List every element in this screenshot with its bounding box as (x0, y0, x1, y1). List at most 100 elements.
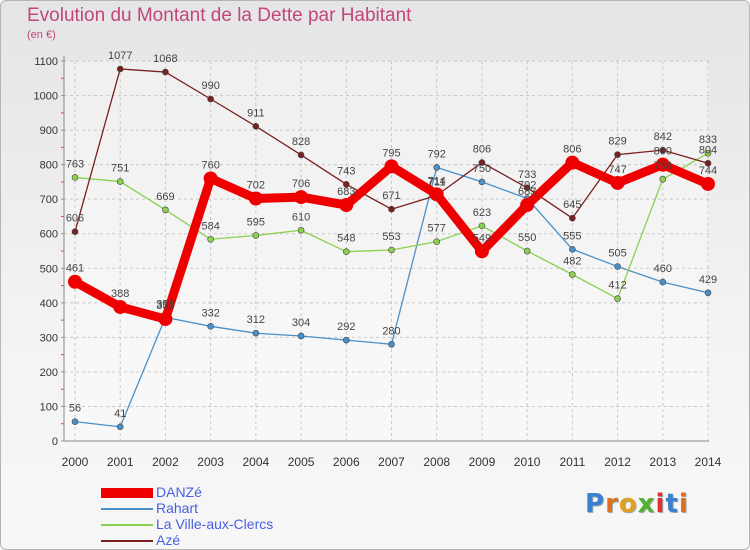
data-label: 671 (382, 190, 400, 202)
data-point (116, 423, 124, 431)
x-tick-label: 2002 (152, 455, 179, 469)
logo-letter: x (637, 489, 656, 519)
data-point (342, 336, 350, 344)
data-point (614, 295, 621, 302)
data-point (569, 271, 576, 278)
data-point (71, 418, 79, 425)
x-tick-label: 2009 (469, 455, 496, 469)
data-label: 584 (201, 220, 219, 232)
data-point (614, 151, 621, 158)
x-tick-label: 2006 (333, 455, 360, 469)
data-point (429, 187, 444, 202)
data-label: 743 (337, 165, 355, 177)
data-label: 792 (428, 148, 446, 160)
data-label: 833 (699, 134, 717, 146)
x-tick-label: 2011 (559, 455, 585, 469)
data-label: 388 (111, 288, 129, 300)
data-label: 482 (563, 255, 581, 267)
x-tick-label: 2005 (288, 455, 315, 469)
data-point (116, 65, 124, 73)
x-tick-label: 2010 (514, 455, 541, 469)
y-tick-label: 800 (40, 160, 58, 172)
x-tick-label: 2000 (62, 455, 89, 469)
data-point (388, 246, 395, 254)
data-label: 714 (428, 175, 446, 187)
data-point (384, 159, 399, 174)
data-label: 683 (337, 186, 355, 198)
data-point (388, 340, 395, 348)
y-tick-label: 100 (40, 401, 58, 413)
data-label: 800 (654, 146, 672, 158)
data-label: 461 (66, 263, 84, 275)
data-point (520, 198, 535, 213)
data-label: 595 (247, 216, 265, 228)
data-label: 56 (69, 403, 81, 415)
data-point (474, 244, 489, 259)
legend-item-aze: Azé (101, 532, 361, 549)
legend-label: Rahart (156, 500, 199, 516)
data-point (478, 178, 486, 186)
data-point (659, 146, 667, 154)
data-point (704, 149, 712, 157)
data-point (207, 323, 214, 330)
data-point (342, 248, 350, 255)
data-point (565, 155, 580, 170)
data-point (207, 95, 214, 103)
data-point (523, 247, 531, 255)
data-label: 804 (699, 144, 717, 156)
data-point (113, 299, 128, 314)
data-point (388, 205, 395, 213)
data-label: 706 (292, 178, 310, 190)
data-point (207, 235, 214, 243)
data-point (614, 263, 621, 270)
data-point (701, 176, 715, 191)
data-label: 292 (337, 321, 355, 333)
unit-label: (en €) (27, 29, 56, 41)
data-label: 332 (201, 307, 219, 319)
data-label: 304 (292, 317, 310, 329)
plot-area (64, 61, 709, 441)
data-label: 842 (654, 131, 672, 143)
logo-letter: o (618, 489, 638, 519)
data-label: 829 (608, 136, 626, 148)
data-label: 606 (66, 213, 84, 225)
data-label: 645 (563, 199, 581, 211)
data-point (659, 278, 667, 286)
data-label: 750 (473, 163, 491, 175)
data-point (569, 214, 576, 222)
data-label: 669 (156, 191, 174, 203)
data-point (68, 274, 82, 289)
data-label: 828 (292, 136, 310, 148)
data-point (433, 164, 441, 171)
data-point (339, 198, 354, 213)
data-point (297, 226, 305, 234)
data-label: 549 (473, 232, 491, 244)
data-point (252, 232, 260, 239)
data-point (659, 175, 667, 183)
data-point (116, 178, 124, 185)
legend-item-rahart: Rahart (101, 500, 361, 517)
data-label: 1068 (153, 53, 177, 65)
data-point (655, 157, 670, 172)
legend-item-la-ville-aux-clercs: La Ville-aux-Clercs (101, 516, 361, 533)
data-label: 911 (247, 107, 265, 119)
data-point (71, 228, 79, 235)
data-label: 353 (156, 300, 174, 312)
logo-letter: i (655, 489, 666, 519)
legend-item-danze: DANZé (101, 484, 361, 501)
legend-label: La Ville-aux-Clercs (156, 516, 274, 532)
data-point (158, 312, 173, 327)
y-tick-label: 700 (40, 194, 58, 206)
y-tick-label: 0 (52, 436, 58, 448)
data-point (162, 68, 169, 76)
data-label: 806 (563, 144, 581, 156)
x-tick-label: 2007 (378, 455, 405, 469)
legend-label: DANZé (156, 484, 202, 500)
legend-label: Azé (156, 532, 181, 548)
data-point (248, 191, 263, 206)
data-point (478, 222, 486, 230)
data-point (162, 206, 169, 214)
data-label: 702 (518, 179, 536, 191)
data-label: 702 (247, 179, 265, 191)
